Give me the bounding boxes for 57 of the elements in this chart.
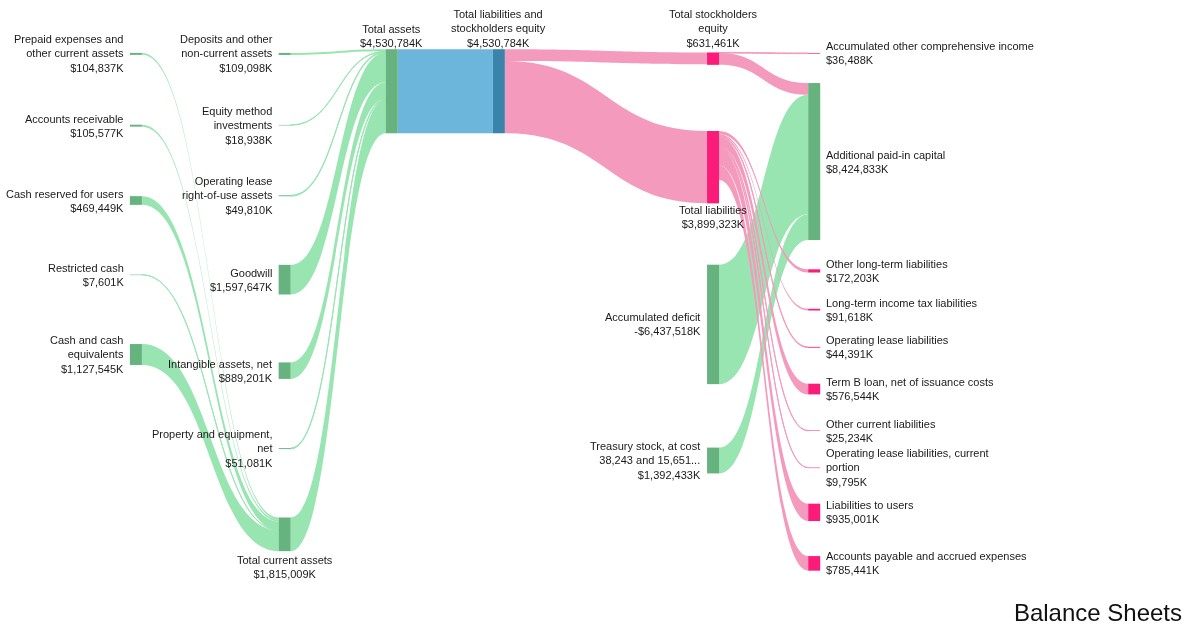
- data-label: $9,795K: [826, 475, 868, 488]
- data-label: $889,201K: [218, 372, 273, 385]
- category-label: Other current liabilities: [826, 418, 936, 430]
- data-label: $44,391K: [826, 348, 874, 361]
- category-label: Liabilities to users: [826, 499, 914, 511]
- data-label: $4,530,784K: [360, 37, 424, 50]
- data-label: $109,098K: [219, 61, 273, 74]
- data-label: -$6,437,518K: [634, 325, 702, 338]
- text: Balance Sheets: [1013, 598, 1182, 626]
- category-label: Equity method investments: [202, 105, 273, 132]
- category-label: Accounts payable and accrued expenses: [826, 550, 1028, 562]
- category-label: Long-term income tax liabilities: [826, 297, 978, 309]
- data-label: $785,441K: [826, 564, 880, 577]
- data-label: $1,597,647K: [210, 281, 274, 294]
- category-label: Total liabilities and stockholders equity: [451, 8, 546, 35]
- category-label: Term B loan, net of issuance costs: [826, 376, 995, 388]
- data-label: $7,601K: [82, 276, 125, 289]
- category-label: Restricted cash: [48, 262, 124, 274]
- data-label: $8,424,833K: [826, 163, 890, 176]
- category-label: Operating lease liabilities: [826, 334, 949, 346]
- data-label: $51,081K: [225, 456, 274, 469]
- category-label: Goodwill: [230, 267, 273, 279]
- category-label: Additional paid-in capital: [826, 149, 946, 161]
- data-label: $18,938K: [225, 133, 273, 146]
- data-label: $469,449K: [70, 202, 125, 215]
- data-label: $36,488K: [826, 54, 874, 67]
- category-label: Intangible assets, net: [168, 358, 272, 370]
- data-label: $1,127,545K: [61, 362, 125, 375]
- data-label: $1,392,433K: [637, 468, 701, 481]
- category-label: Treasury stock, at cost 38,243 and 15,651...: [590, 440, 701, 467]
- category-label: Cash reserved for users: [6, 188, 124, 200]
- category-label: Total assets: [362, 23, 421, 35]
- category-label: Property and equipment, net: [152, 428, 273, 455]
- category-label: Prepaid expenses and other current assets: [14, 33, 124, 60]
- data-label: $3,899,323K: [681, 218, 745, 231]
- data-label: $172,203K: [826, 272, 880, 285]
- category-label: Other long-term liabilities: [826, 258, 949, 270]
- data-label: $935,001K: [826, 513, 880, 526]
- category-label: Operating lease liabilities, current portion: [826, 447, 989, 474]
- data-label: $1,815,009K: [253, 568, 317, 581]
- data-label: $91,618K: [826, 311, 874, 324]
- category-label: Operating lease right-of-use assets: [182, 175, 273, 202]
- category-label: Accumulated deficit: [605, 311, 701, 323]
- category-label: Total current assets: [237, 554, 333, 566]
- category-label: Accounts receivable: [25, 113, 124, 125]
- data-label: $104,837K: [70, 61, 125, 74]
- data-label: $105,577K: [70, 127, 125, 140]
- data-label: $49,810K: [225, 203, 274, 216]
- data-label: $576,544K: [826, 390, 880, 403]
- data-label: $25,234K: [826, 432, 874, 445]
- data-label: $4,530,784K: [466, 36, 530, 49]
- category-label: Total stockholders equity: [669, 8, 758, 35]
- category-label: Total liabilities: [679, 204, 748, 216]
- data-label: $631,461K: [686, 36, 741, 49]
- category-label: Accumulated other comprehensive income: [826, 40, 1034, 52]
- category-label: Deposits and other non-current assets: [180, 33, 273, 60]
- category-label: Cash and cash equivalents: [50, 334, 124, 361]
